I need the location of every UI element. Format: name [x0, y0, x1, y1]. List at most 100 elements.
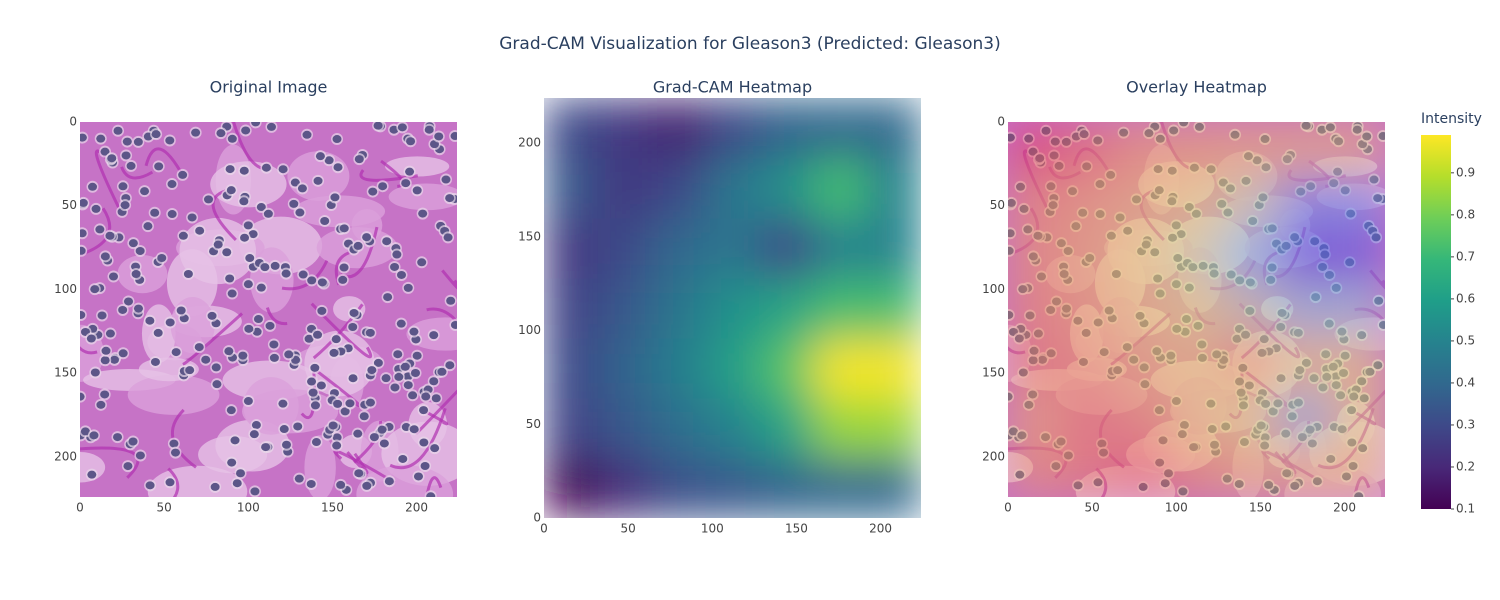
y-tick-label: 150 [54, 366, 77, 380]
heat-cells [544, 98, 921, 518]
heat-cell [651, 98, 707, 159]
heat-cell [597, 218, 653, 279]
heat-cell [597, 98, 653, 159]
y-tick-label: 100 [518, 323, 541, 337]
heat-cell [1008, 175, 1063, 230]
y-tick-label: 150 [518, 229, 541, 243]
heat-cell [651, 278, 707, 339]
heat-cell [1169, 443, 1224, 497]
colorbar-tick-label: 0.1 [1456, 502, 1475, 516]
x-tick-label: 50 [1085, 501, 1100, 515]
heat-cell [651, 218, 707, 279]
heat-cell [1277, 389, 1332, 444]
heat-cell [651, 338, 707, 399]
heat-cell [705, 218, 760, 279]
heat-cell [651, 458, 707, 518]
y-tick-label: 100 [982, 282, 1005, 296]
x-tick-label: 100 [1165, 501, 1188, 515]
heat-cell [1061, 122, 1117, 177]
heat-cell [1223, 282, 1278, 337]
heat-cell [705, 458, 760, 518]
heat-cell [1331, 282, 1385, 337]
heat-cell [1008, 282, 1063, 337]
y-tick-label: 50 [62, 198, 77, 212]
tissue-image [80, 122, 457, 497]
heat-cell [651, 158, 707, 219]
y-tick-label: 50 [990, 198, 1005, 212]
x-tick-label: 150 [1249, 501, 1272, 515]
heat-cell [867, 398, 921, 459]
y-tick-label: 200 [54, 449, 77, 463]
heat-cell [1169, 336, 1224, 391]
heat-cell [1331, 229, 1385, 284]
heat-cell [813, 158, 868, 219]
heat-cell [813, 98, 868, 159]
heat-cell [1061, 282, 1117, 337]
heat-cell [813, 338, 868, 399]
x-tick-label: 50 [621, 522, 636, 536]
x-tick-label: 100 [237, 501, 260, 515]
heat-cell [1223, 389, 1278, 444]
heat-cell [705, 98, 760, 159]
x-tick-label: 50 [157, 501, 172, 515]
heat-cell [1331, 443, 1385, 497]
heat-cell [1277, 443, 1332, 497]
heat-cell [867, 278, 921, 339]
heat-cell [1008, 336, 1063, 391]
heat-cell [597, 338, 653, 399]
heat-cell [1008, 122, 1063, 177]
subplot-title: Original Image [210, 78, 328, 97]
heat-cell [544, 278, 599, 339]
x-tick-label: 200 [869, 522, 892, 536]
heat-cell [1169, 175, 1224, 230]
heat-cell [544, 458, 599, 518]
heat-cell [1115, 336, 1171, 391]
heat-cell [705, 338, 760, 399]
x-tick-label: 150 [785, 522, 808, 536]
heat-cell [813, 278, 868, 339]
y-tick-label: 150 [982, 366, 1005, 380]
subplot-title: Overlay Heatmap [1126, 78, 1267, 97]
heat-cell [867, 218, 921, 279]
heat-cell [813, 458, 868, 518]
heat-cell [1115, 389, 1171, 444]
heat-cell [759, 278, 814, 339]
heat-cell [759, 158, 814, 219]
x-tick-label: 150 [321, 501, 344, 515]
y-tick-label: 200 [982, 449, 1005, 463]
heat-cell [1169, 389, 1224, 444]
heat-cell [1061, 229, 1117, 284]
colorbar-tick-label: 0.9 [1456, 165, 1475, 179]
colorbar [1421, 135, 1451, 509]
y-tick-label: 100 [54, 282, 77, 296]
heat-cell [705, 398, 760, 459]
heat-cell [759, 398, 814, 459]
heat-cell [1115, 443, 1171, 497]
x-tick-label: 200 [405, 501, 428, 515]
heat-cell [759, 458, 814, 518]
heat-cell [867, 158, 921, 219]
heat-cell [1169, 122, 1224, 177]
colorbar-tick-label: 0.4 [1456, 375, 1475, 389]
heat-cells [1008, 122, 1385, 497]
colorbar-title: Intensity [1421, 111, 1482, 127]
plot-area [544, 98, 921, 518]
heat-cell [705, 278, 760, 339]
x-tick-label: 0 [76, 501, 84, 515]
x-tick-label: 100 [701, 522, 724, 536]
heat-cell [544, 158, 599, 219]
x-tick-label: 0 [1004, 501, 1012, 515]
heat-cell [597, 158, 653, 219]
x-tick-label: 0 [540, 522, 548, 536]
heat-cell [1169, 282, 1224, 337]
y-tick-label: 0 [69, 115, 77, 129]
heat-cell [867, 338, 921, 399]
figure-title: Grad-CAM Visualization for Gleason3 (Pre… [499, 34, 1000, 54]
heat-cell [1008, 229, 1063, 284]
heat-cell [1277, 336, 1332, 391]
heat-cell [1061, 443, 1117, 497]
heat-cell [1277, 282, 1332, 337]
colorbar-tick-label: 0.3 [1456, 417, 1475, 431]
colorbar-tick-label: 0.5 [1456, 333, 1475, 347]
